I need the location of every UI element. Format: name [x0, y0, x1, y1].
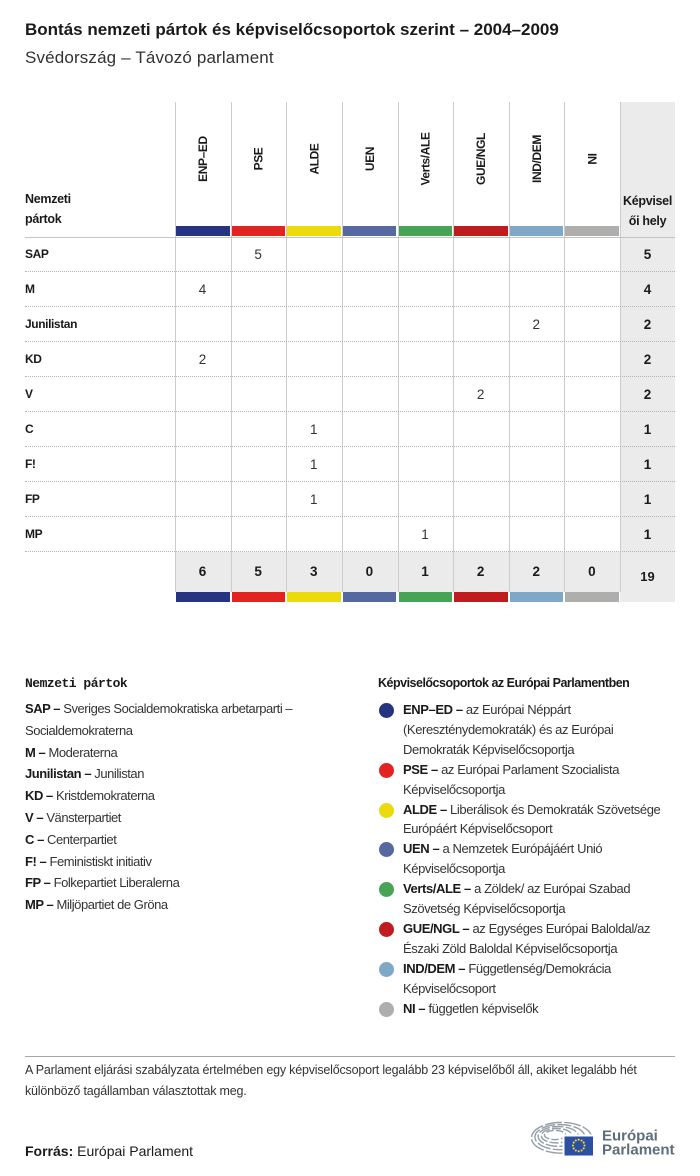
- svg-text:Parlament: Parlament: [602, 1142, 675, 1159]
- svg-text:Európai: Európai: [602, 1128, 658, 1145]
